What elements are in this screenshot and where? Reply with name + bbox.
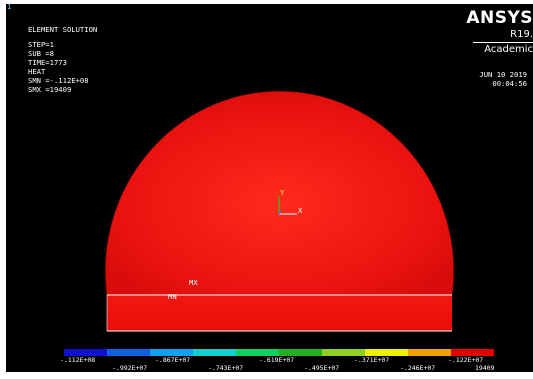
legend-label: -.743E+07 (208, 364, 244, 372)
ansys-logo: ANSYS (466, 8, 533, 28)
time-label: TIME=1773 (28, 58, 67, 67)
result-item-label: HEAT (28, 67, 46, 76)
smn-label: SMN =-.112E+08 (28, 76, 89, 85)
legend-band (322, 349, 365, 356)
model-plot[interactable] (6, 4, 533, 372)
legend-band (408, 349, 451, 356)
legend-band (150, 349, 193, 356)
result-title: ELEMENT SOLUTION (28, 25, 98, 34)
edition-label: Academic (473, 42, 533, 56)
legend-band (365, 349, 408, 356)
base-plate (107, 295, 452, 331)
legend-band (279, 349, 322, 356)
graphics-viewport[interactable]: 1 ELEMENT SOLUTION STEP=1 SUB =8 TIME=17… (6, 4, 533, 372)
legend-label: 19409 (475, 364, 495, 372)
legend-band (193, 349, 236, 356)
legend-band (64, 349, 107, 356)
time-of-day-label: 00:04:56 (492, 79, 527, 88)
legend-label: -.867E+07 (155, 356, 191, 364)
legend-label: -.122E+07 (448, 356, 484, 364)
dome-body (105, 91, 454, 296)
legend-label: -.495E+07 (304, 364, 340, 372)
max-marker: MX (189, 278, 198, 287)
smx-label: SMX =19409 (28, 85, 72, 94)
triad-y-label: Y (280, 188, 285, 197)
date-label: JUN 10 2019 (479, 70, 527, 79)
legend-label: -.992E+07 (112, 364, 148, 372)
triad-x-label: X (298, 206, 303, 215)
ansys-brand: ANSYS R19. Academic (466, 8, 533, 68)
legend-label: -.371E+07 (354, 356, 390, 364)
triad-z-axis (278, 209, 282, 215)
substep-label: SUB =8 (28, 49, 54, 58)
legend-band (236, 349, 279, 356)
version-label: R19. (510, 29, 533, 40)
legend-label: -.112E+08 (60, 356, 96, 364)
legend-band (451, 349, 494, 356)
legend-label: -.246E+07 (400, 364, 436, 372)
step-label: STEP=1 (28, 40, 54, 49)
min-marker: MN (168, 292, 177, 301)
window-number: 1 (7, 4, 12, 11)
legend-band (107, 349, 150, 356)
legend-label: -.619E+07 (259, 356, 295, 364)
